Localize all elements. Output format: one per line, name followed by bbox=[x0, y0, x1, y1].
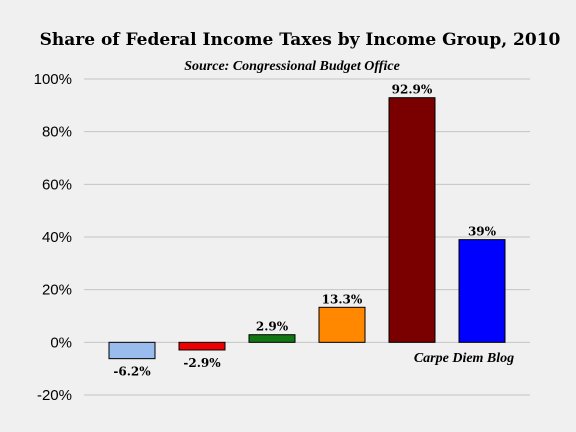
chart-title: Share of Federal Income Taxes by Income … bbox=[40, 30, 561, 50]
y-tick-label: 40% bbox=[42, 229, 72, 246]
data-label: 92.9% bbox=[392, 83, 433, 97]
data-label: 39% bbox=[468, 225, 497, 239]
data-label: -6.2% bbox=[113, 365, 151, 379]
bar bbox=[458, 239, 506, 343]
y-tick-label: 80% bbox=[42, 124, 72, 141]
y-tick-label: -20% bbox=[37, 387, 72, 404]
y-tick-label: 0% bbox=[50, 334, 72, 351]
bar bbox=[318, 306, 366, 343]
bar bbox=[248, 334, 296, 343]
data-label: 2.9% bbox=[256, 320, 289, 334]
bar bbox=[178, 341, 226, 351]
y-tick-label: 60% bbox=[42, 176, 72, 193]
data-labels: -6.2% -2.9% 2.9% 13.3% 92.9% 39% bbox=[113, 83, 496, 379]
y-tick-label: 100% bbox=[34, 71, 72, 88]
y-tick-label: 20% bbox=[42, 282, 72, 299]
y-axis-ticks: -20% 0% 20% 40% 60% 80% 100% bbox=[34, 71, 72, 404]
bars bbox=[108, 97, 506, 360]
data-label: 13.3% bbox=[322, 292, 363, 306]
chart-annotation: Carpe Diem Blog bbox=[414, 351, 514, 366]
chart-subtitle: Source: Congressional Budget Office bbox=[184, 59, 400, 74]
bar bbox=[388, 97, 436, 343]
bar bbox=[108, 341, 156, 360]
data-label: -2.9% bbox=[183, 356, 221, 370]
grid-layer bbox=[84, 78, 530, 396]
